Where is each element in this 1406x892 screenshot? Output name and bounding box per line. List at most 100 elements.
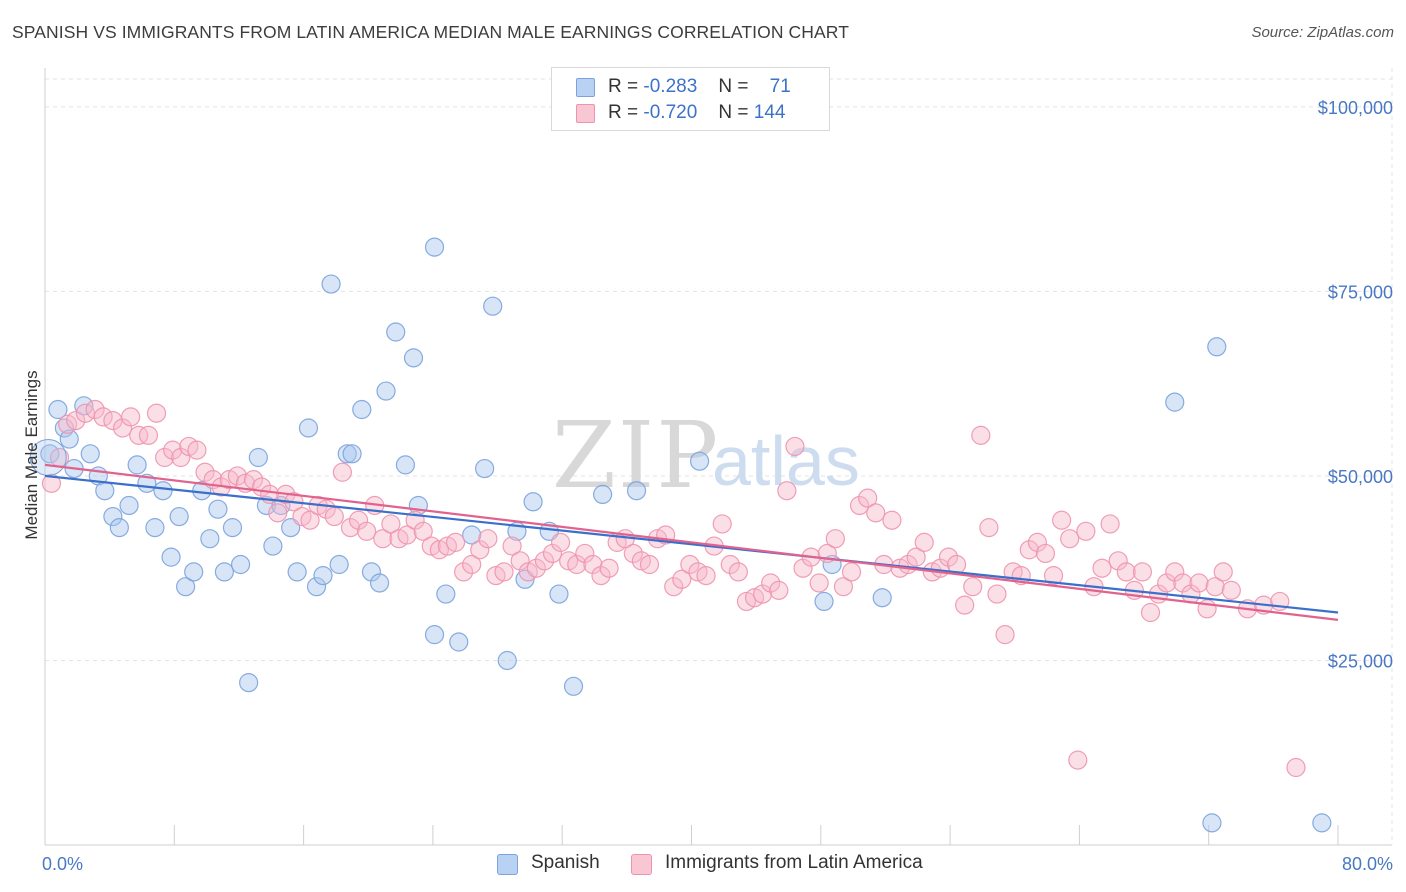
data-point: [1100, 514, 1120, 534]
data-point: [66, 410, 86, 431]
data-point: [424, 237, 445, 257]
data-point: [1132, 562, 1153, 582]
data-point: [187, 440, 207, 460]
y-tick-label: $75,000: [1328, 282, 1393, 302]
data-point: [403, 348, 424, 368]
data-point: [222, 518, 243, 538]
data-point: [397, 525, 417, 545]
data-point: [176, 577, 196, 597]
data-point: [995, 625, 1015, 645]
data-point: [753, 584, 773, 604]
data-point: [814, 591, 834, 612]
data-point: [195, 462, 215, 482]
data-point: [689, 451, 710, 471]
data-point: [436, 584, 456, 604]
data-point: [1068, 750, 1088, 770]
grid-lines: [45, 68, 1393, 845]
legend-swatch-spanish-bottom: [497, 854, 518, 875]
data-point: [593, 484, 613, 505]
data-point: [462, 554, 482, 575]
data-point: [497, 650, 517, 671]
data-point: [1092, 558, 1112, 578]
data-point: [1173, 573, 1193, 593]
x-tick-label: 80.0%: [1342, 854, 1393, 874]
watermark-atlas: atlas: [712, 422, 860, 500]
data-point: [112, 418, 133, 438]
data-point: [1165, 562, 1185, 582]
data-point: [95, 481, 115, 501]
data-point: [680, 554, 700, 575]
data-point: [54, 418, 74, 438]
data-point: [1052, 510, 1072, 530]
trend-line-latin-america: [44, 463, 1339, 621]
data-point: [155, 447, 175, 468]
data-point: [1221, 580, 1241, 600]
watermark-zip: ZIP: [552, 402, 720, 509]
data-point: [761, 573, 781, 593]
data-point: [352, 399, 372, 420]
data-point: [313, 565, 333, 586]
data-point: [849, 495, 870, 516]
y-axis-label: Median Male Earnings: [22, 370, 41, 539]
data-point: [785, 436, 805, 457]
data-point: [475, 458, 495, 479]
data-point: [1019, 540, 1039, 560]
data-point: [987, 584, 1007, 604]
y-tick-label: $100,000: [1318, 98, 1393, 118]
data-point: [1213, 562, 1233, 582]
data-point: [526, 558, 546, 578]
data-point: [127, 455, 147, 475]
data-point: [373, 529, 393, 549]
data-point: [287, 562, 307, 582]
data-point: [449, 632, 469, 652]
data-point: [300, 510, 320, 530]
y-tick-labels: $25,000 $50,000 $75,000 $100,000: [1318, 98, 1393, 672]
data-point: [153, 481, 173, 501]
data-point: [48, 399, 68, 420]
data-point: [567, 554, 587, 575]
data-point: [809, 573, 829, 593]
data-point: [1060, 529, 1080, 549]
data-point: [263, 536, 283, 556]
data-point: [256, 495, 277, 516]
data-point: [348, 510, 369, 530]
data-point: [208, 499, 228, 519]
data-point: [395, 455, 416, 475]
data-point: [93, 407, 113, 427]
data-point: [696, 565, 716, 586]
x-tick-label: 0.0%: [42, 854, 83, 874]
data-point: [248, 447, 268, 468]
data-point: [728, 562, 748, 582]
data-point: [478, 529, 498, 549]
data-point: [825, 529, 845, 549]
data-point: [413, 521, 433, 541]
legend-stats-spanish: R = -0.283 N = 71: [608, 76, 791, 97]
data-point: [445, 532, 466, 552]
data-point: [1076, 521, 1096, 541]
data-point: [361, 562, 382, 582]
data-point: [306, 577, 327, 597]
data-point: [145, 518, 165, 538]
data-point: [841, 562, 862, 582]
data-point: [171, 447, 191, 468]
trend-lines: [44, 463, 1339, 621]
data-point: [184, 562, 204, 582]
data-point: [119, 495, 139, 516]
trend-line-spanish: [44, 474, 1339, 614]
data-point: [332, 462, 352, 482]
data-point: [357, 521, 377, 541]
legend-item-spanish: Spanish: [497, 852, 617, 876]
data-point: [542, 543, 563, 564]
data-point: [462, 525, 482, 545]
data-point: [243, 470, 264, 490]
data-point: [626, 481, 647, 501]
data-point: [583, 554, 603, 575]
data-point: [712, 514, 732, 534]
source-label: Source: ZipAtlas.com: [1251, 24, 1394, 41]
data-point: [938, 547, 959, 567]
data-point: [866, 503, 886, 523]
x-tick-labels: 0.0% 80.0%: [42, 854, 1393, 874]
data-point: [483, 296, 503, 316]
legend-swatch-spanish: [576, 78, 595, 97]
